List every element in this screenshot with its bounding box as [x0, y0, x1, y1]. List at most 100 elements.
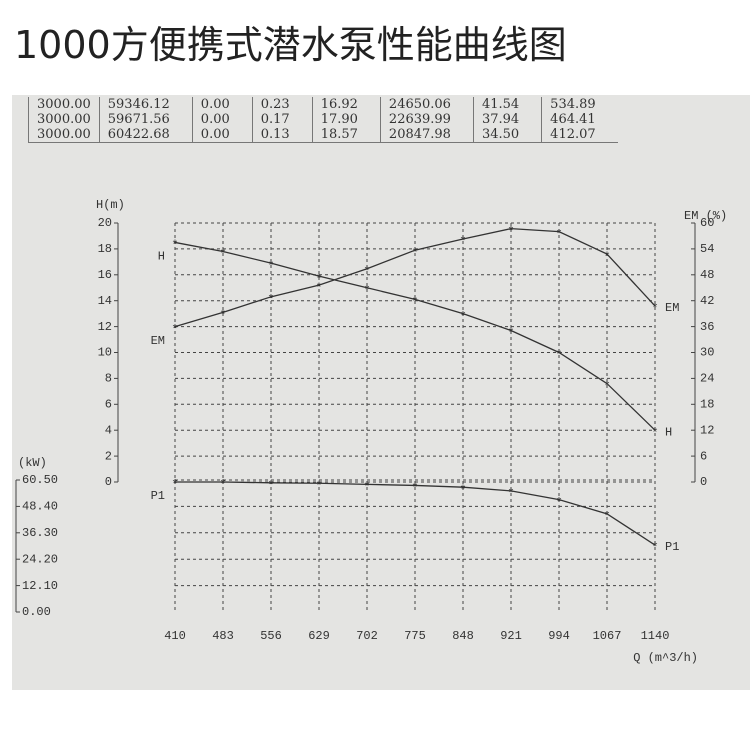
x-tick-label: 410 — [164, 629, 186, 643]
y-tick-label: 14 — [98, 294, 112, 308]
page-title: 1000方便携式潜水泵性能曲线图 — [14, 23, 567, 67]
y2-tick-label: 54 — [700, 242, 714, 256]
y3-tick-label: 48.40 — [22, 500, 58, 514]
point-marker: * — [411, 296, 418, 310]
table-cell: 60422.68 — [98, 127, 193, 143]
table-cell: 464.41 — [541, 112, 618, 127]
point-marker: * — [459, 235, 466, 249]
y2-tick-label: 48 — [700, 268, 714, 282]
point-marker: * — [459, 310, 466, 324]
point-marker: * — [651, 302, 658, 316]
y2-axis-label: EM (%) — [684, 209, 727, 223]
x-tick-label: 775 — [404, 629, 426, 643]
point-marker: * — [507, 327, 514, 341]
y-tick-label: 8 — [105, 372, 112, 386]
point-marker: * — [603, 510, 610, 524]
y2-tick-label: 0 — [700, 475, 707, 489]
series-label: H — [665, 425, 672, 439]
table-cell: 0.00 — [191, 97, 253, 112]
x-axis-label: Q (m^3/h) — [633, 651, 698, 665]
y-tick-label: 18 — [98, 242, 112, 256]
y3-tick-label: 36.30 — [22, 526, 58, 540]
y3-tick-label: 0.00 — [22, 605, 51, 619]
y2-tick-label: 36 — [700, 320, 714, 334]
y2-tick-label: 24 — [700, 372, 714, 386]
table-cell: 3000.00 — [28, 127, 100, 143]
point-marker: * — [555, 228, 562, 242]
table-cell: 0.17 — [251, 112, 313, 127]
table-cell: 59346.12 — [98, 97, 193, 112]
x-tick-label: 848 — [452, 629, 474, 643]
point-marker: * — [507, 225, 514, 239]
point-marker: * — [411, 482, 418, 496]
data-table: 3000.00 59346.12 0.00 0.23 16.92 24650.06 41.5… — [28, 97, 618, 143]
table-cell: 0.13 — [251, 127, 313, 143]
series-line — [174, 227, 656, 328]
y2-tick-label: 12 — [700, 423, 714, 437]
y3-tick-label: 12.10 — [22, 579, 58, 593]
point-marker: * — [603, 380, 610, 394]
series-label: EM — [665, 301, 679, 315]
point-marker: * — [219, 309, 226, 323]
x-tick-label: 702 — [356, 629, 378, 643]
table-cell: 16.92 — [311, 97, 381, 112]
table-cell: 20847.98 — [379, 127, 474, 143]
table-cell: 534.89 — [541, 97, 618, 112]
table-row: 3000.00 59671.56 0.00 0.17 17.90 22639.99 37.9… — [28, 112, 618, 127]
table-cell: 37.94 — [472, 112, 542, 127]
y-tick-label: 10 — [98, 346, 112, 360]
table-cell: 41.54 — [472, 97, 542, 112]
x-tick-label: 921 — [500, 629, 522, 643]
point-marker: * — [315, 272, 322, 286]
y-tick-label: 2 — [105, 449, 112, 463]
point-marker: * — [363, 265, 370, 279]
photo-background — [12, 95, 750, 690]
point-marker: * — [363, 284, 370, 298]
point-marker: * — [267, 293, 274, 307]
point-marker: * — [219, 248, 226, 262]
table-cell: 59671.56 — [98, 112, 193, 127]
series-label: P1 — [665, 540, 679, 554]
x-tick-label: 994 — [548, 629, 570, 643]
series-label: P1 — [151, 489, 165, 503]
point-marker: * — [171, 478, 178, 492]
x-tick-label: 556 — [260, 629, 282, 643]
y-tick-label: 4 — [105, 423, 112, 437]
table-cell: 0.00 — [191, 112, 253, 127]
point-marker: * — [555, 496, 562, 510]
y2-tick-label: 18 — [700, 397, 714, 411]
point-marker: * — [315, 479, 322, 493]
table-cell: 0.00 — [191, 127, 253, 143]
y-axis-label: H(m) — [96, 198, 125, 212]
table-cell: 24650.06 — [379, 97, 474, 112]
point-marker: * — [171, 239, 178, 253]
table-cell: 34.50 — [472, 127, 542, 143]
y3-tick-label: 24.20 — [22, 552, 58, 566]
y2-tick-label: 42 — [700, 294, 714, 308]
x-tick-label: 483 — [212, 629, 234, 643]
series-label: EM — [151, 334, 165, 348]
series-line — [175, 481, 656, 546]
point-marker: * — [171, 323, 178, 337]
y2-tick-label: 60 — [700, 216, 714, 230]
y-tick-label: 12 — [98, 320, 112, 334]
table-row: 3000.00 59346.12 0.00 0.23 16.92 24650.06 41.5… — [28, 97, 618, 112]
table-cell: 22639.99 — [379, 112, 474, 127]
point-marker: * — [411, 246, 418, 260]
y2-tick-label: 30 — [700, 346, 714, 360]
table-cell: 17.90 — [311, 112, 381, 127]
point-marker: * — [507, 487, 514, 501]
table-cell: 18.57 — [311, 127, 381, 143]
table-cell: 0.23 — [251, 97, 313, 112]
point-marker: * — [267, 259, 274, 273]
table-cell: 412.07 — [541, 127, 618, 143]
y3-tick-label: 60.50 — [22, 473, 58, 487]
point-marker: * — [459, 483, 466, 497]
point-marker: * — [219, 478, 226, 492]
series-line — [174, 241, 656, 431]
point-marker: * — [651, 426, 658, 440]
y-tick-label: 0 — [105, 475, 112, 489]
point-marker: * — [267, 479, 274, 493]
y-tick-label: 6 — [105, 397, 112, 411]
